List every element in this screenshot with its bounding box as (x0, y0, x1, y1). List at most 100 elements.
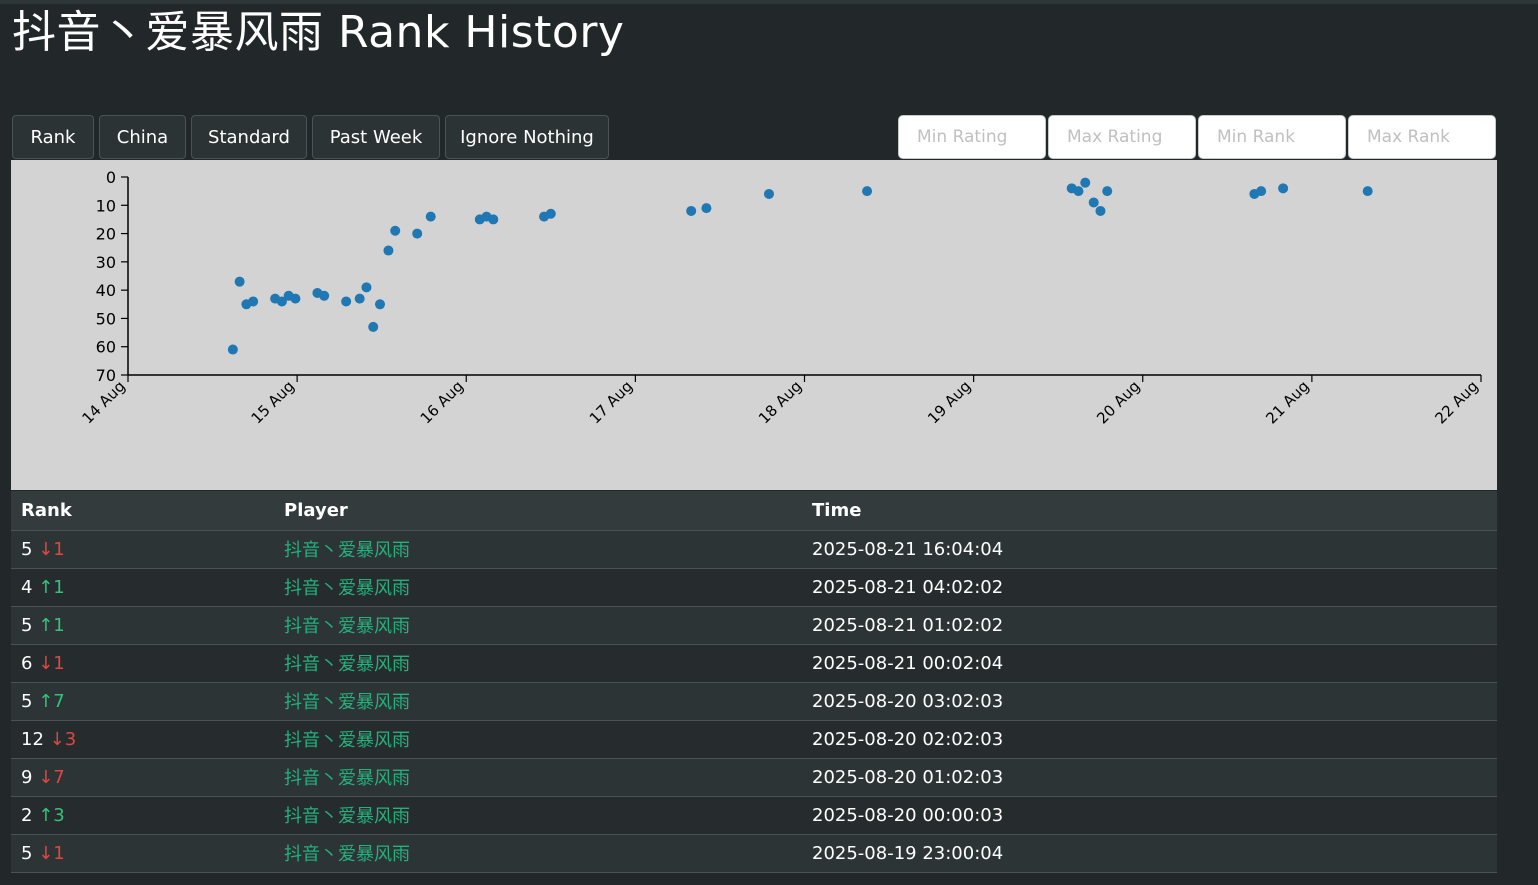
max-rating-input[interactable] (1048, 115, 1196, 159)
player-link[interactable]: 抖音丶爱暴风雨 (284, 578, 410, 599)
top-border (0, 0, 1538, 4)
rank-change: ↓1 (38, 653, 65, 674)
rank-down-arrow-icon: ↓ (49, 728, 65, 750)
header-time: Time (802, 491, 1497, 531)
rank-up-arrow-icon: ↑ (38, 614, 54, 636)
player-link[interactable]: 抖音丶爱暴风雨 (284, 692, 410, 713)
standard-button[interactable]: Standard (191, 115, 307, 159)
rank-down-arrow-icon: ↓ (38, 652, 54, 674)
data-point (686, 205, 697, 216)
player-link[interactable]: 抖音丶爱暴风雨 (284, 730, 410, 751)
table-row: 12 ↓3 抖音丶爱暴风雨 2025-08-20 02:02:03 (11, 720, 1497, 759)
rank-change-value: 1 (53, 538, 65, 560)
data-point (383, 245, 394, 256)
y-tick-label: 10 (96, 196, 116, 215)
player-cell[interactable]: 抖音丶爱暴风雨 (274, 834, 802, 873)
player-cell[interactable]: 抖音丶爱暴风雨 (274, 682, 802, 721)
rank-cell: 9 ↓7 (11, 758, 274, 797)
rank-chart: 0 10 20 30 40 50 60 70 14 Aug 15 Aug 16 Aug 17 Aug 1… (11, 160, 1497, 490)
rank-down-arrow-icon: ↓ (38, 538, 54, 560)
data-point (763, 188, 774, 199)
rank-value: 2 (21, 804, 33, 826)
max-rank-input[interactable] (1348, 115, 1496, 159)
rank-value: 5 (21, 842, 33, 864)
x-tick-label: 18 Aug (755, 377, 805, 427)
y-tick-label: 0 (106, 168, 116, 187)
time-cell: 2025-08-20 01:02:03 (802, 758, 1497, 797)
rank-change: ↑1 (38, 615, 65, 636)
player-link[interactable]: 抖音丶爱暴风雨 (284, 844, 410, 865)
player-link[interactable]: 抖音丶爱暴风雨 (284, 540, 410, 561)
rank-value: 12 (21, 728, 44, 750)
rank-change: ↓1 (38, 843, 65, 864)
x-tick-label: 17 Aug (586, 377, 636, 427)
rank-cell: 6 ↓1 (11, 644, 274, 683)
rank-up-arrow-icon: ↑ (38, 804, 54, 826)
x-tick-label: 16 Aug (417, 377, 467, 427)
rank-change: ↑3 (38, 805, 65, 826)
player-link[interactable]: 抖音丶爱暴风雨 (284, 806, 410, 827)
data-point (341, 296, 352, 307)
data-point (545, 208, 556, 219)
past-week-button[interactable]: Past Week (312, 115, 440, 159)
min-rating-input[interactable] (898, 115, 1046, 159)
player-link[interactable]: 抖音丶爱暴风雨 (284, 768, 410, 789)
data-point (1256, 186, 1267, 197)
rank-down-arrow-icon: ↓ (38, 766, 54, 788)
time-cell: 2025-08-21 04:02:02 (802, 568, 1497, 607)
data-point (1278, 183, 1289, 194)
data-point (354, 293, 365, 304)
china-button[interactable]: China (99, 115, 186, 159)
table-row: 5 ↓1 抖音丶爱暴风雨 2025-08-19 23:00:04 (11, 834, 1497, 873)
time-cell: 2025-08-20 00:00:03 (802, 796, 1497, 835)
data-point (290, 293, 301, 304)
player-cell[interactable]: 抖音丶爱暴风雨 (274, 568, 802, 607)
player-link[interactable]: 抖音丶爱暴风雨 (284, 616, 410, 637)
rank-button[interactable]: Rank (12, 115, 94, 159)
player-cell[interactable]: 抖音丶爱暴风雨 (274, 606, 802, 645)
data-point (1102, 186, 1113, 197)
header-player: Player (274, 491, 802, 531)
player-cell[interactable]: 抖音丶爱暴风雨 (274, 530, 802, 569)
rank-change: ↑1 (38, 577, 65, 598)
min-rank-input[interactable] (1198, 115, 1346, 159)
time-cell: 2025-08-21 01:02:02 (802, 606, 1497, 645)
table-row: 4 ↑1 抖音丶爱暴风雨 2025-08-21 04:02:02 (11, 568, 1497, 607)
table-row: 6 ↓1 抖音丶爱暴风雨 2025-08-21 00:02:04 (11, 644, 1497, 683)
time-cell: 2025-08-20 02:02:03 (802, 720, 1497, 759)
rank-cell: 5 ↑7 (11, 682, 274, 721)
player-cell[interactable]: 抖音丶爱暴风雨 (274, 720, 802, 759)
table-header-row: Rank Player Time (11, 491, 1497, 531)
y-tick-label: 50 (96, 309, 116, 328)
data-point (1080, 177, 1091, 188)
table-row: 2 ↑3 抖音丶爱暴风雨 2025-08-20 00:00:03 (11, 796, 1497, 835)
rank-change-value: 1 (53, 576, 65, 598)
data-point (1095, 205, 1106, 216)
data-point (390, 225, 401, 236)
player-link[interactable]: 抖音丶爱暴风雨 (284, 654, 410, 675)
rank-change-value: 3 (53, 804, 65, 826)
header-rank: Rank (11, 491, 274, 531)
player-cell[interactable]: 抖音丶爱暴风雨 (274, 758, 802, 797)
rank-down-arrow-icon: ↓ (38, 842, 54, 864)
rank-change-value: 1 (53, 614, 65, 636)
rank-change: ↓1 (38, 539, 65, 560)
data-point (701, 203, 712, 214)
player-cell[interactable]: 抖音丶爱暴风雨 (274, 644, 802, 683)
player-cell[interactable]: 抖音丶爱暴风雨 (274, 796, 802, 835)
rank-change-value: 1 (53, 842, 65, 864)
rank-change-value: 3 (64, 728, 77, 750)
time-cell: 2025-08-20 03:02:03 (802, 682, 1497, 721)
data-point (227, 344, 238, 355)
rank-change-value: 7 (53, 766, 65, 788)
x-tick-label: 21 Aug (1262, 377, 1312, 427)
rank-value: 5 (21, 690, 33, 712)
table-row: 5 ↑7 抖音丶爱暴风雨 2025-08-20 03:02:03 (11, 682, 1497, 721)
rank-change: ↓7 (38, 767, 65, 788)
data-point (368, 321, 379, 332)
rank-value: 4 (21, 576, 33, 598)
y-tick-label: 70 (96, 366, 116, 385)
ignore-nothing-button[interactable]: Ignore Nothing (445, 115, 609, 159)
time-cell: 2025-08-21 00:02:04 (802, 644, 1497, 683)
table-row: 9 ↓7 抖音丶爱暴风雨 2025-08-20 01:02:03 (11, 758, 1497, 797)
